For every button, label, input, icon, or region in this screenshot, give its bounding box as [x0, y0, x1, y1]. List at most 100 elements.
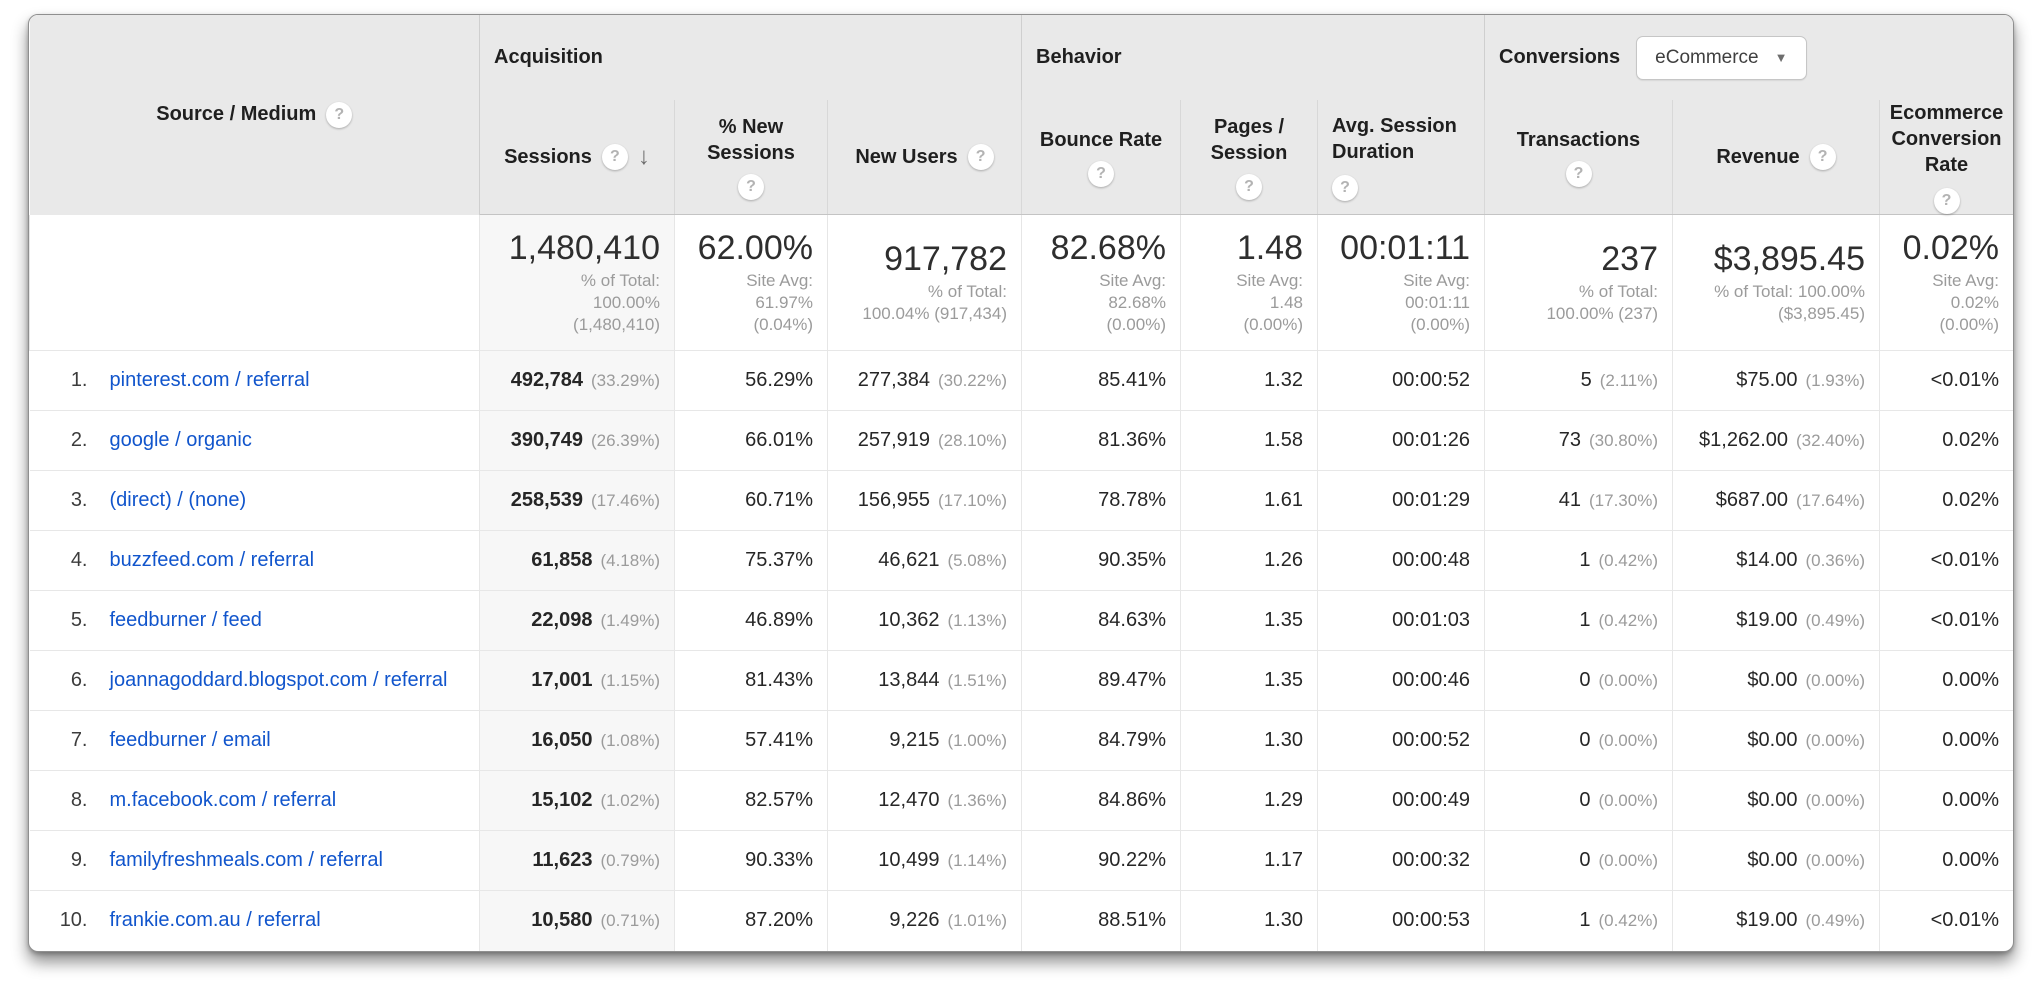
conversion-rate-cell: <0.01%	[1879, 590, 2013, 651]
column-header-session-duration[interactable]: Avg. Session Duration ?	[1317, 100, 1485, 215]
row-index: 3.	[70, 489, 88, 511]
new-users-cell: 9,226 (1.01%)	[827, 890, 1022, 951]
pages-session-cell: 1.61	[1180, 470, 1318, 531]
source-link[interactable]: google / organic	[109, 429, 252, 451]
row-index: 10.	[59, 909, 88, 932]
session-duration-header-label: Avg. Session Duration	[1332, 115, 1457, 163]
source-cell: 7. feedburner / email	[29, 710, 480, 771]
help-icon[interactable]: ?	[601, 144, 628, 170]
row-index: 9.	[70, 849, 88, 871]
help-icon[interactable]: ?	[967, 144, 994, 170]
source-medium-label: Source / Medium	[156, 103, 317, 126]
source-link[interactable]: familyfreshmeals.com / referral	[109, 849, 383, 871]
revenue-cell: $1,262.00 (32.40%)	[1672, 410, 1880, 471]
totals-revenue-value: $3,895.45	[1713, 240, 1865, 279]
column-header-new-users[interactable]: New Users ?	[827, 100, 1022, 215]
pages-session-cell: 1.17	[1180, 830, 1318, 891]
table-row: 10. frankie.com.au / referral 10,580 (0.71…	[29, 890, 2013, 951]
table-row: 6. joannagoddard.blogspot.com / referral …	[29, 650, 2013, 711]
new-sessions-cell: 87.20%	[674, 890, 828, 951]
conversions-goal-dropdown[interactable]: eCommerce ▼	[1636, 35, 1807, 80]
revenue-cell: $0.00 (0.00%)	[1672, 830, 1880, 891]
conversion-rate-cell: 0.00%	[1879, 710, 2013, 771]
table-row: 1. pinterest.com / referral 492,784 (33.29…	[29, 350, 2013, 411]
revenue-cell: $19.00 (0.49%)	[1672, 590, 1880, 651]
table-row: 3. (direct) / (none) 258,539 (17.46%) 60.7…	[29, 470, 2013, 531]
totals-row: 1,480,410 % of Total: 100.00% (1,480,410) …	[29, 214, 2013, 351]
source-link[interactable]: buzzfeed.com / referral	[109, 549, 315, 571]
table-row: 7. feedburner / email 16,050 (1.08%) 57.41…	[29, 710, 2013, 771]
table-row: 5. feedburner / feed 22,098 (1.49%) 46.89%…	[29, 590, 2013, 651]
new-users-cell: 10,362 (1.13%)	[827, 590, 1022, 651]
bounce-rate-cell: 90.22%	[1021, 830, 1181, 891]
source-cell: 1. pinterest.com / referral	[29, 350, 480, 411]
new-users-cell: 12,470 (1.36%)	[827, 770, 1022, 831]
help-icon[interactable]: ?	[1088, 161, 1114, 187]
pages-session-header-label: Pages / Session	[1210, 116, 1288, 164]
sessions-sort-desc-icon[interactable]: ↓	[637, 143, 650, 171]
behavior-label: Behavior	[1036, 46, 1122, 68]
pages-session-cell: 1.29	[1180, 770, 1318, 831]
transactions-cell: 41 (17.30%)	[1484, 470, 1673, 531]
column-header-new-sessions[interactable]: % New Sessions ?	[674, 100, 828, 215]
source-link[interactable]: feedburner / email	[109, 729, 271, 751]
session-duration-cell: 00:00:52	[1317, 710, 1485, 771]
totals-bounce-cell: 82.68% Site Avg: 82.68% (0.00%)	[1021, 214, 1181, 351]
column-header-revenue[interactable]: Revenue ?	[1672, 100, 1880, 215]
totals-sessions-value: 1,480,410	[508, 229, 660, 268]
bounce-rate-cell: 84.86%	[1021, 770, 1181, 831]
session-duration-cell: 00:00:52	[1317, 350, 1485, 411]
bounce-rate-cell: 89.47%	[1021, 650, 1181, 711]
pages-session-cell: 1.30	[1180, 890, 1318, 951]
totals-conv-rate-cell: 0.02% Site Avg: 0.02% (0.00%)	[1879, 214, 2013, 351]
column-header-transactions[interactable]: Transactions ?	[1484, 100, 1673, 215]
pages-session-cell: 1.58	[1180, 410, 1318, 471]
sessions-cell: 16,050 (1.08%)	[479, 710, 675, 771]
source-link[interactable]: frankie.com.au / referral	[109, 909, 321, 932]
revenue-header-label: Revenue	[1716, 146, 1800, 168]
conversions-label: Conversions	[1499, 46, 1621, 68]
pages-session-cell: 1.30	[1180, 710, 1318, 771]
source-link[interactable]: feedburner / feed	[109, 609, 262, 631]
source-link[interactable]: pinterest.com / referral	[109, 369, 310, 391]
new-sessions-header-label: % New Sessions	[707, 116, 795, 164]
revenue-cell: $19.00 (0.49%)	[1672, 890, 1880, 951]
source-link[interactable]: (direct) / (none)	[109, 489, 247, 511]
source-link[interactable]: joannagoddard.blogspot.com / referral	[109, 669, 448, 691]
sessions-cell: 492,784 (33.29%)	[479, 350, 675, 411]
help-icon[interactable]: ?	[326, 101, 353, 128]
session-duration-cell: 00:00:49	[1317, 770, 1485, 831]
help-icon[interactable]: ?	[738, 174, 764, 200]
conversion-rate-cell: 0.02%	[1879, 410, 2013, 471]
pages-session-cell: 1.35	[1180, 650, 1318, 711]
source-cell: 6. joannagoddard.blogspot.com / referral	[29, 650, 480, 711]
help-icon[interactable]: ?	[1236, 174, 1262, 200]
revenue-cell: $0.00 (0.00%)	[1672, 770, 1880, 831]
acquisition-label: Acquisition	[494, 46, 603, 68]
column-header-source-medium[interactable]: Source / Medium ?	[29, 15, 480, 215]
pages-session-cell: 1.32	[1180, 350, 1318, 411]
revenue-cell: $75.00 (1.93%)	[1672, 350, 1880, 411]
help-icon[interactable]: ?	[1565, 161, 1592, 187]
sessions-cell: 22,098 (1.49%)	[479, 590, 675, 651]
sessions-cell: 15,102 (1.02%)	[479, 770, 675, 831]
group-header-conversions: Conversions eCommerce ▼	[1484, 15, 2013, 100]
source-cell: 9. familyfreshmeals.com / referral	[29, 830, 480, 891]
revenue-cell: $0.00 (0.00%)	[1672, 710, 1880, 771]
column-header-pages-session[interactable]: Pages / Session ?	[1180, 100, 1318, 215]
help-icon[interactable]: ?	[1332, 175, 1358, 201]
revenue-cell: $0.00 (0.00%)	[1672, 650, 1880, 711]
totals-bounce-value: 82.68%	[1050, 229, 1166, 268]
totals-spacer-cell	[29, 214, 480, 351]
new-sessions-cell: 46.89%	[674, 590, 828, 651]
help-icon[interactable]: ?	[1809, 144, 1836, 170]
group-header-behavior: Behavior	[1021, 15, 1485, 100]
new-sessions-cell: 56.29%	[674, 350, 828, 411]
sessions-cell: 390,749 (26.39%)	[479, 410, 675, 471]
column-header-sessions[interactable]: Sessions ? ↓	[479, 100, 675, 215]
help-icon[interactable]: ?	[1933, 188, 1960, 214]
column-header-bounce-rate[interactable]: Bounce Rate ?	[1021, 100, 1181, 215]
new-users-cell: 277,384 (30.22%)	[827, 350, 1022, 411]
column-header-ecommerce-conversion-rate[interactable]: Ecommerce Conversion Rate ?	[1879, 100, 2013, 215]
source-link[interactable]: m.facebook.com / referral	[109, 789, 337, 811]
